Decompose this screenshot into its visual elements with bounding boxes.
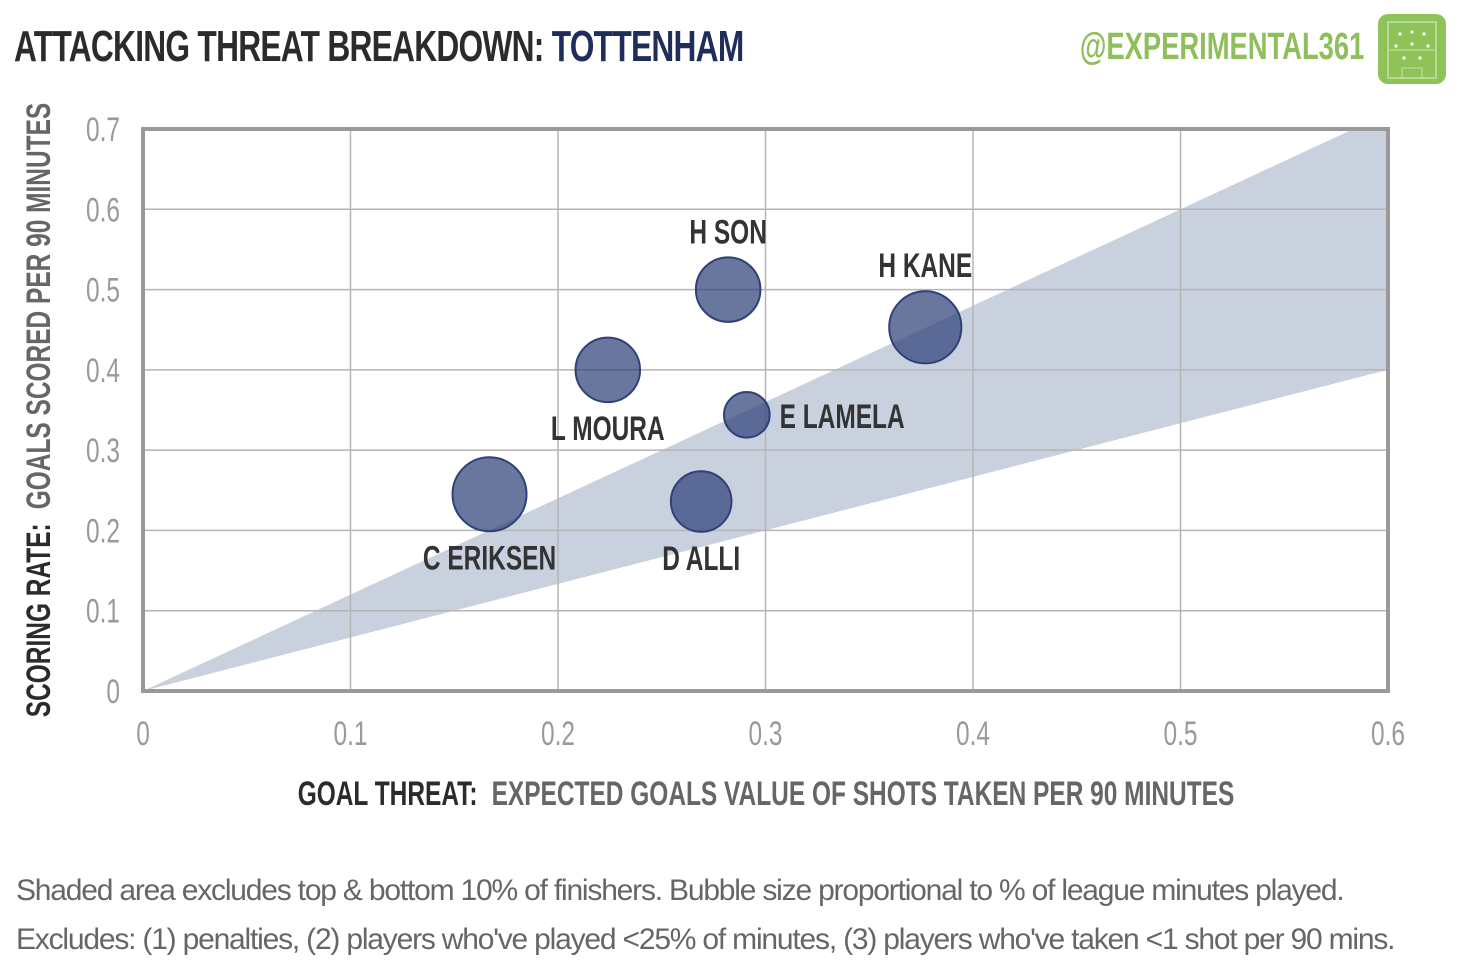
y-tick-label: 0.7 [86,111,120,149]
bubbles [451,256,963,533]
x-axis-label-bold: GOAL THREAT: [298,775,478,813]
y-tick-label: 0.2 [86,513,120,551]
bubble [694,256,762,323]
bubble-labels: H SON H KANE L MOURA E LAMELA C ERIKSEN D ALL… [423,213,972,577]
bubble-label: H KANE [878,247,972,285]
bubble-label: D ALLI [662,540,740,578]
x-tick-label: 0 [136,715,150,753]
grid-layer [141,127,1390,693]
y-tick-label: 0 [106,673,120,711]
title-team: TOTTENHAM [551,22,745,71]
x-tick-label: 0.4 [956,715,990,753]
footnote: Shaded area excludes top & bottom 10% of… [16,866,1395,964]
bubble [574,336,642,404]
twitter-handle: @EXPERIMENTAL361 [1079,26,1364,68]
y-tick-label: 0.6 [86,191,120,229]
x-tick-label: 0.5 [1163,715,1197,753]
x-tick-label: 0.3 [748,715,782,753]
y-tick-label: 0.5 [86,272,120,310]
bubble [888,290,963,365]
y-tick-label: 0.3 [86,432,120,470]
x-tick-label: 0.1 [333,715,367,753]
y-axis-label-rest: GOALS SCORED PER 90 MINUTES [20,103,58,510]
y-axis-label-bold: SCORING RATE: [20,523,58,717]
footnote-line-1: Shaded area excludes top & bottom 10% of… [16,874,1345,907]
bubble [669,470,733,533]
scatter-chart: 0 0.1 0.2 0.3 0.4 0.5 0.6 0 0.1 0.2 0.3 0.4 0.5 0.6 0.… [20,103,1405,813]
x-tick-label: 0.6 [1371,715,1405,753]
bubble-label: E LAMELA [780,398,905,436]
plot-frame [141,127,1390,693]
x-tick-label: 0.2 [541,715,575,753]
x-axis-label: GOAL THREAT: EXPECTED GOALS VALUE OF SHO… [298,775,1235,813]
bubble [723,391,771,439]
y-axis-label: SCORING RATE: GOALS SCORED PER 90 MINUTE… [20,103,58,717]
chart-title: ATTACKING THREAT BREAKDOWN: TOTTENHAM [14,22,744,72]
pitch-logo-icon [1378,14,1446,84]
bubble-label: H SON [689,213,766,251]
footnote-line-2: Excludes: (1) penalties, (2) players who… [16,923,1395,956]
y-tick-label: 0.1 [86,593,120,631]
bubble-label: C ERIKSEN [423,539,556,577]
y-tick-label: 0.4 [86,352,120,390]
x-axis-label-rest: EXPECTED GOALS VALUE OF SHOTS TAKEN PER … [492,775,1235,813]
title-prefix: ATTACKING THREAT BREAKDOWN: [14,22,544,71]
tick-labels: 0 0.1 0.2 0.3 0.4 0.5 0.6 0 0.1 0.2 0.3 0.4 0.5 0.6 0.… [86,111,1405,753]
bubble [451,456,528,533]
bubble-label: L MOURA [551,410,665,448]
